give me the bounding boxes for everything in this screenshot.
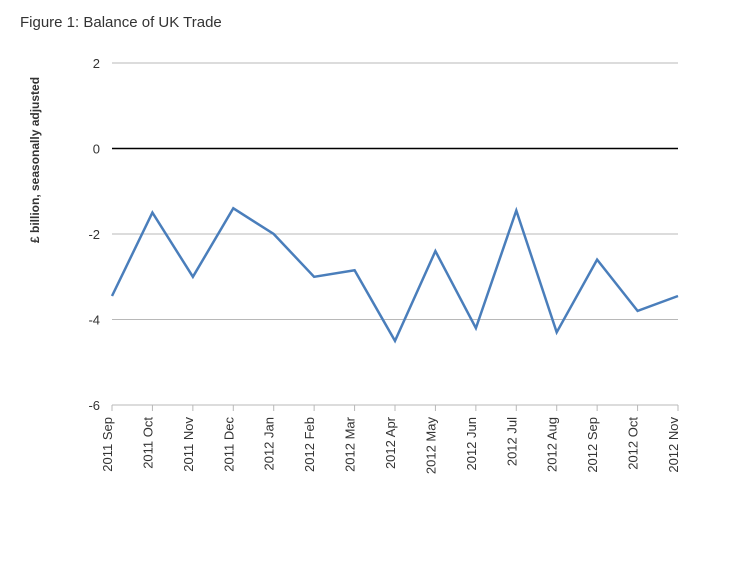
x-tick-label: 2012 Jun <box>464 417 479 471</box>
y-tick-label: -2 <box>88 227 100 242</box>
y-tick-label: -6 <box>88 398 100 413</box>
chart-container: £ billion, seasonally adjusted 20-2-4-62… <box>50 53 690 553</box>
x-tick-label: 2012 Jul <box>504 417 519 466</box>
y-tick-label: 0 <box>93 142 100 157</box>
figure-title: Figure 1: Balance of UK Trade <box>20 14 716 31</box>
x-tick-label: 2012 Aug <box>545 417 560 472</box>
x-tick-label: 2011 Dec <box>221 417 236 472</box>
x-tick-label: 2012 Mar <box>343 416 358 472</box>
x-tick-label: 2012 Oct <box>626 417 641 470</box>
x-tick-label: 2012 Nov <box>666 417 681 473</box>
x-tick-label: 2011 Sep <box>100 417 115 472</box>
y-axis-label: £ billion, seasonally adjusted <box>28 77 42 243</box>
x-tick-label: 2011 Oct <box>140 417 155 469</box>
x-tick-label: 2012 Apr <box>383 416 398 469</box>
x-tick-label: 2012 May <box>423 417 438 475</box>
trade-balance-series <box>112 208 678 341</box>
y-tick-label: -4 <box>88 313 100 328</box>
x-tick-label: 2012 Sep <box>585 417 600 473</box>
x-tick-label: 2012 Jan <box>262 417 277 471</box>
x-tick-label: 2011 Nov <box>181 417 196 472</box>
x-tick-label: 2012 Feb <box>302 417 317 472</box>
line-chart: 2 0 -2 -4 -62011 Sep 2011 Oct 2011 Nov 2011 Dec… <box>50 53 690 543</box>
y-tick-label: 2 <box>93 56 100 71</box>
